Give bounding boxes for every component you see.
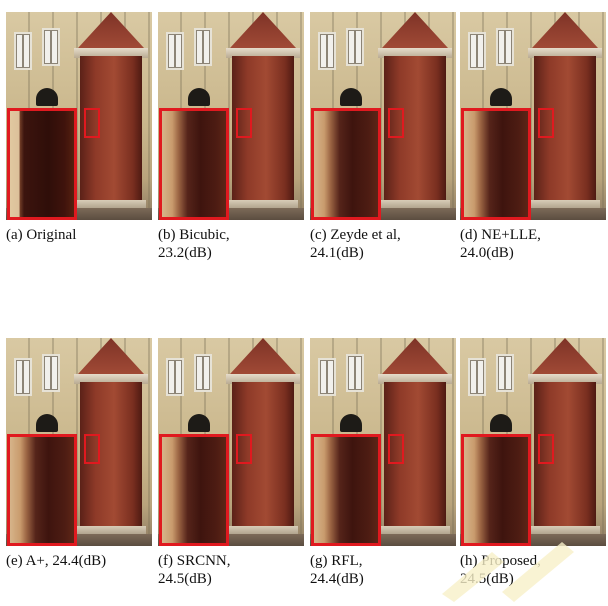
zoom-inset bbox=[159, 108, 229, 220]
zoom-inset bbox=[311, 434, 381, 546]
panel-caption: (d) NE+LLE, 24.0(dB) bbox=[460, 226, 606, 262]
selection-box bbox=[388, 108, 404, 138]
selection-box bbox=[388, 434, 404, 464]
panel-image bbox=[158, 338, 304, 546]
panel-caption: (e) A+, 24.4(dB) bbox=[6, 552, 166, 570]
selection-box bbox=[84, 108, 100, 138]
panel-caption: (a) Original bbox=[6, 226, 166, 244]
zoom-inset bbox=[311, 108, 381, 220]
caption-line2: 24.5(dB) bbox=[460, 571, 514, 587]
zoom-inset bbox=[461, 108, 531, 220]
panel-image bbox=[460, 338, 606, 546]
panel-image bbox=[6, 338, 152, 546]
selection-box bbox=[538, 108, 554, 138]
caption-line1: (f) SRCNN, bbox=[158, 553, 231, 569]
zoom-inset bbox=[159, 434, 229, 546]
caption-line2: 23.2(dB) bbox=[158, 245, 212, 261]
panel-caption: (b) Bicubic, 23.2(dB) bbox=[158, 226, 318, 262]
selection-box bbox=[84, 434, 100, 464]
caption-line1: (e) A+, 24.4(dB) bbox=[6, 553, 107, 569]
caption-line1: (a) Original bbox=[6, 227, 77, 243]
selection-box bbox=[236, 434, 252, 464]
selection-box bbox=[236, 108, 252, 138]
caption-line1: (b) Bicubic, bbox=[158, 227, 230, 243]
caption-line2: 24.0(dB) bbox=[460, 245, 514, 261]
caption-line2: 24.1(dB) bbox=[310, 245, 364, 261]
caption-line1: (g) RFL, bbox=[310, 553, 363, 569]
caption-line2: 24.4(dB) bbox=[310, 571, 364, 587]
panel-caption: (f) SRCNN, 24.5(dB) bbox=[158, 552, 318, 588]
panel-caption: (g) RFL, 24.4(dB) bbox=[310, 552, 470, 588]
panel-image bbox=[310, 338, 456, 546]
zoom-inset bbox=[7, 108, 77, 220]
zoom-inset bbox=[461, 434, 531, 546]
panel-image bbox=[310, 12, 456, 220]
panel-image bbox=[158, 12, 304, 220]
caption-line1: (c) Zeyde et al, bbox=[310, 227, 401, 243]
panel-image bbox=[6, 12, 152, 220]
panel-caption: (h) Proposed, 24.5(dB) bbox=[460, 552, 606, 588]
panel-caption: (c) Zeyde et al, 24.1(dB) bbox=[310, 226, 470, 262]
selection-box bbox=[538, 434, 554, 464]
panel-image bbox=[460, 12, 606, 220]
caption-line1: (d) NE+LLE, bbox=[460, 227, 541, 243]
zoom-inset bbox=[7, 434, 77, 546]
caption-line2: 24.5(dB) bbox=[158, 571, 212, 587]
caption-line1: (h) Proposed, bbox=[460, 553, 541, 569]
